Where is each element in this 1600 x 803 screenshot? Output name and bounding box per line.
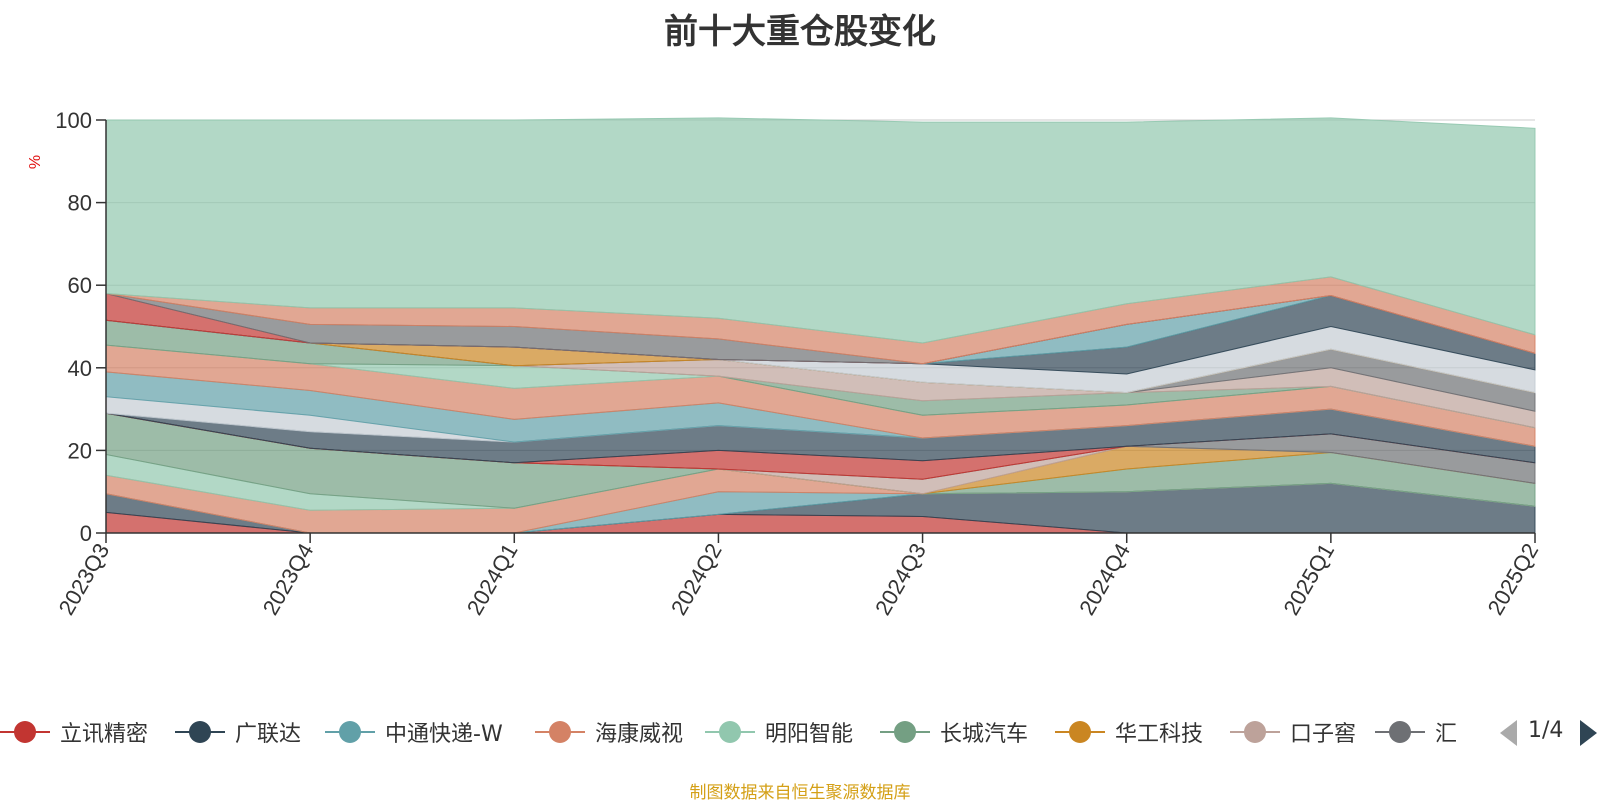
legend-circle-icon — [705, 712, 755, 752]
legend-circle-icon — [1230, 712, 1280, 752]
area-series-group — [105, 117, 1536, 534]
legend-pager: 1/4 — [1498, 712, 1600, 752]
legend: 立讯精密 广联达 中通快递-W 海康威视 明阳智能 长城汽车 华工科技 口子窖 汇 — [0, 712, 1600, 752]
legend-label: 广联达 — [235, 722, 302, 747]
legend-item[interactable]: 汇 — [1375, 712, 1457, 752]
x-tick-label: 2025Q2 — [1483, 539, 1544, 619]
y-axis-label: % — [27, 155, 44, 169]
legend-label: 口子窖 — [1290, 722, 1357, 747]
legend-circle-icon — [1375, 712, 1425, 752]
x-tick-label: 2023Q4 — [258, 539, 319, 619]
legend-label: 长城汽车 — [940, 722, 1029, 747]
y-axis-ticks: 0 20 40 60 80 100 — [55, 108, 106, 546]
legend-circle-icon — [1055, 712, 1105, 752]
legend-item[interactable]: 长城汽车 — [880, 712, 1028, 752]
triangle-right-icon[interactable] — [1580, 720, 1597, 746]
y-tick-label: 0 — [80, 521, 92, 546]
x-tick-label: 2024Q4 — [1074, 539, 1135, 619]
legend-circle-icon — [325, 712, 375, 752]
legend-item[interactable]: 广联达 — [175, 712, 301, 752]
y-tick-label: 20 — [68, 438, 92, 463]
x-tick-label: 2025Q1 — [1278, 539, 1339, 619]
x-tick-label: 2024Q1 — [462, 539, 523, 619]
x-axis-ticks: 2023Q3 2023Q4 2024Q1 2024Q2 2024Q3 2024Q4 2025… — [54, 533, 1544, 619]
source-note: 制图数据来自恒生聚源数据库 — [689, 783, 911, 803]
legend-label: 中通快递-W — [385, 722, 503, 747]
chart-title: 前十大重仓股变化 — [664, 12, 936, 52]
legend-page-indicator: 1/4 — [1528, 718, 1564, 743]
x-tick-label: 2023Q3 — [54, 539, 115, 619]
x-tick-label: 2024Q3 — [870, 539, 931, 619]
legend-circle-icon — [535, 712, 585, 752]
y-tick-label: 60 — [68, 273, 92, 298]
axes — [105, 120, 1535, 534]
y-tick-label: 80 — [68, 191, 92, 216]
legend-item[interactable]: 明阳智能 — [705, 712, 853, 752]
x-tick-label: 2024Q2 — [666, 539, 727, 619]
triangle-left-icon[interactable] — [1500, 720, 1517, 746]
legend-item[interactable]: 海康威视 — [535, 712, 683, 752]
legend-label: 华工科技 — [1115, 722, 1204, 747]
legend-circle-icon — [175, 712, 225, 752]
legend-item[interactable]: 华工科技 — [1055, 712, 1203, 752]
legend-label: 明阳智能 — [765, 722, 854, 747]
legend-item[interactable]: 口子窖 — [1230, 712, 1356, 752]
legend-label: 立讯精密 — [60, 722, 149, 747]
area-series-25[interactable] — [105, 117, 1536, 344]
y-tick-label: 40 — [68, 356, 92, 381]
y-tick-label: 100 — [55, 108, 92, 133]
legend-item[interactable]: 中通快递-W — [325, 712, 503, 752]
legend-label: 海康威视 — [595, 722, 684, 747]
legend-circle-icon — [880, 712, 930, 752]
legend-label: 汇 — [1435, 722, 1458, 747]
legend-circle-icon — [0, 712, 50, 752]
legend-item[interactable]: 立讯精密 — [0, 712, 148, 752]
